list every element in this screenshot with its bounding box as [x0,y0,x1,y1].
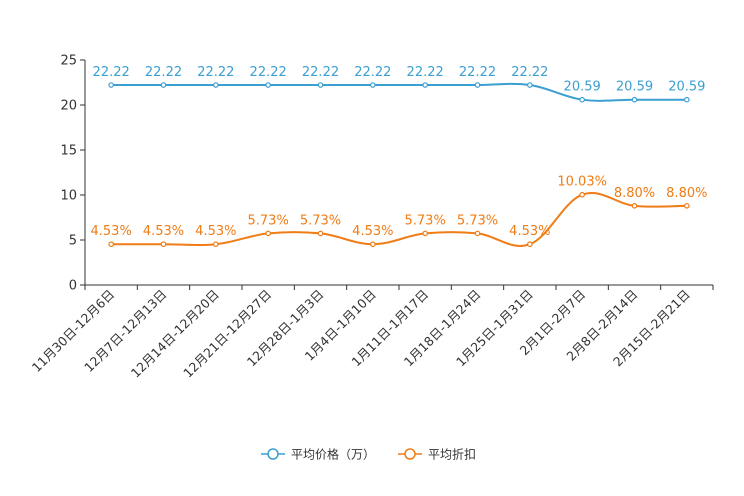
series-1-point [474,82,481,88]
series-1-data-label: 22.22 [511,65,548,80]
series-2-point [317,230,324,237]
series-line-2 [111,192,687,247]
legend-item-1[interactable]: 平均价格（万） [261,447,375,462]
series-2-point [422,230,428,237]
series-2-point [370,241,376,248]
series-1-point [527,82,533,88]
series-1-data-label: 22.22 [459,65,496,80]
series-2-data-label: 5.73% [405,213,446,228]
series-1-data-label: 22.22 [197,65,234,80]
y-tick-label: 10 [60,189,77,204]
series-2-point [527,241,533,248]
series-2-data-label: 5.73% [300,213,341,228]
legend-label: 平均价格（万） [291,447,375,462]
series-2-data-label: 4.53% [195,224,236,239]
series-2-data-label: 5.73% [457,213,498,228]
series-2-point [474,230,481,237]
series-1-data-label: 22.22 [407,65,444,80]
axes: 051015202511月30日-12月6日12月7日-12月13日12月14日… [29,54,714,381]
series-1-point [108,82,114,88]
legend-marker-icon [267,448,279,460]
series-2-point [108,241,114,248]
series-1-point [160,82,167,88]
series-1-point [213,82,219,88]
series-2-point [160,241,167,248]
series-2-data-label: 8.80% [614,186,655,201]
y-tick-label: 0 [69,279,77,294]
x-tick-label: 12月14日-12月20日 [128,287,222,381]
series-1-point [579,96,585,103]
series-1-data-label: 22.22 [250,65,287,80]
series-1-data-label: 22.22 [302,65,339,80]
series-1-point [370,82,376,88]
series-2-point [579,191,585,198]
series-2-data-label: 8.80% [666,186,707,201]
y-tick-label: 25 [60,54,77,69]
series-2-data-label: 4.53% [509,224,550,239]
legend-label: 平均折扣 [428,447,476,462]
series-1-point [631,96,638,103]
series-1-point [684,96,690,103]
data-labels: 22.22 22.22 22.22 22.22 22.22 22.22 22.22 22.22… [91,65,708,239]
series-line-1 [111,82,687,102]
series-2-data-label: 4.53% [143,224,184,239]
series-1-data-label: 22.22 [354,65,391,80]
series-1-data-label: 22.22 [145,65,182,80]
legend[interactable]: 平均价格（万） 平均折扣 [261,447,476,462]
series-1-point [265,82,271,88]
y-tick-label: 5 [69,234,77,249]
y-tick-label: 20 [60,99,77,114]
series-2-point [265,230,271,237]
y-tick-label: 15 [60,144,77,159]
series-2-data-label: 4.53% [91,224,132,239]
series-1-data-label: 20.59 [616,80,653,95]
series-1-point [317,82,324,88]
series-2-data-label: 10.03% [557,175,607,190]
series-2-data-label: 4.53% [352,224,393,239]
x-tick-label: 12月21日-12月27日 [180,287,274,381]
legend-marker-icon [404,448,416,460]
legend-item-2[interactable]: 平均折扣 [398,447,476,462]
series-2-point [213,241,219,248]
series-2-point [631,203,638,209]
series-1-data-label: 20.59 [564,80,601,95]
series-1-data-label: 22.22 [93,65,130,80]
series-2-point [684,203,690,209]
series-1-point [422,82,428,88]
series-lines [108,82,690,248]
series-1-data-label: 20.59 [668,80,705,95]
series-2-data-label: 5.73% [248,213,289,228]
